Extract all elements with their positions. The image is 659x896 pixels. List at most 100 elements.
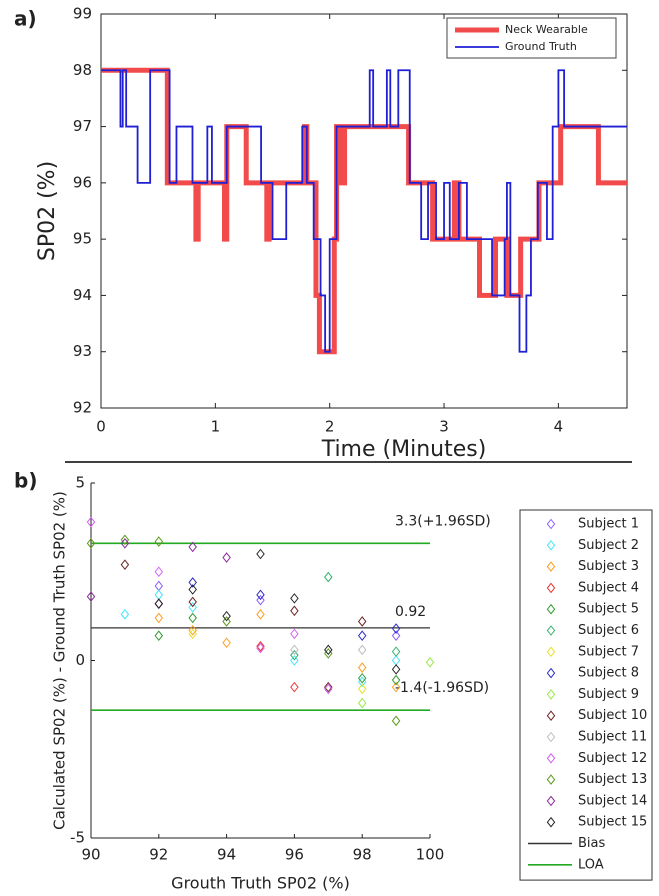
data-point	[357, 616, 367, 627]
data-point	[290, 628, 299, 640]
y-tick-label: 96	[73, 173, 92, 191]
data-point	[391, 681, 401, 693]
data-point	[188, 596, 197, 608]
legend-marker	[546, 752, 556, 764]
data-point	[154, 589, 164, 601]
data-point	[154, 536, 164, 547]
data-point	[324, 644, 333, 656]
legend-label: Subject 5	[578, 602, 639, 617]
y-tick-label: 92	[73, 399, 92, 417]
y-tick-label: 5	[75, 474, 85, 492]
x-tick-label: 94	[217, 846, 236, 864]
y-tick-label: 0	[75, 651, 85, 669]
y-tick-label: -5	[70, 829, 85, 847]
data-point	[357, 644, 367, 656]
x-axis-label: Grouth Truth SP02 (%)	[171, 874, 350, 893]
data-point	[290, 655, 299, 666]
data-point	[188, 541, 197, 553]
x-tick-label: 1	[211, 418, 221, 436]
data-point	[425, 656, 435, 668]
legend-label: Subject 2	[578, 538, 639, 553]
data-point	[324, 683, 333, 695]
data-point	[120, 534, 130, 546]
legend-marker	[546, 603, 556, 615]
legend-label: Subject 10	[578, 708, 647, 723]
data-point	[256, 548, 265, 560]
data-point	[290, 681, 299, 693]
legend-marker	[546, 625, 556, 636]
legend-label: Subject 14	[578, 793, 647, 808]
legend-marker	[546, 774, 556, 785]
legend-label: Subject 12	[578, 751, 647, 766]
x-tick-label: 100	[416, 846, 445, 864]
legend-label: Subject 8	[578, 666, 639, 681]
legend-marker	[546, 731, 556, 743]
data-point	[120, 538, 130, 549]
y-tick-label: 98	[73, 61, 92, 79]
y-tick-label: 94	[73, 286, 92, 304]
y-tick-label: 99	[73, 5, 92, 23]
legend-label: Subject 4	[578, 580, 639, 595]
x-tick-label: 96	[285, 846, 304, 864]
legend-marker	[546, 646, 556, 658]
plot-area	[100, 13, 628, 409]
data-point	[391, 623, 401, 634]
legend-marker	[546, 795, 556, 807]
data-point	[188, 625, 197, 636]
x-tick-label: 3	[439, 418, 449, 436]
legend-marker	[546, 816, 556, 828]
data-point	[324, 681, 333, 693]
data-point	[357, 630, 367, 641]
data-point	[188, 628, 197, 640]
data-point	[154, 566, 164, 578]
legend-label: Subject 11	[578, 730, 647, 745]
legend-marker	[546, 667, 556, 679]
loa-annotation: -1.4(-1.96SD)	[395, 680, 489, 696]
y-tick-label: 95	[73, 230, 92, 248]
data-point	[188, 577, 197, 588]
data-point	[222, 616, 231, 627]
data-point	[290, 593, 299, 604]
x-axis-label: Time (Minutes)	[321, 437, 487, 462]
panel-label: b)	[14, 469, 37, 493]
data-point	[86, 516, 96, 528]
data-point	[86, 591, 96, 602]
legend-label: LOA	[578, 857, 604, 872]
legend-box	[519, 509, 653, 881]
data-point	[188, 601, 197, 613]
legend-marker	[546, 561, 556, 572]
step-line	[101, 69, 627, 353]
x-tick-label: 0	[96, 418, 106, 436]
data-point	[222, 552, 231, 563]
legend-marker	[546, 539, 556, 551]
data-point	[154, 580, 164, 592]
legend-marker	[546, 689, 556, 700]
y-tick-label: 97	[73, 117, 92, 135]
data-point	[154, 598, 164, 610]
data-point	[324, 571, 333, 583]
data-point	[391, 655, 401, 666]
panel-label: a)	[14, 7, 37, 31]
legend-label: Subject 9	[578, 687, 639, 702]
data-point	[256, 640, 265, 652]
data-point	[290, 605, 299, 617]
legend-label: Subject 6	[578, 623, 639, 638]
data-point	[120, 609, 130, 620]
bias-annotation: 0.92	[395, 604, 426, 620]
data-point	[391, 646, 401, 657]
data-point	[154, 598, 164, 610]
data-point	[86, 538, 96, 549]
data-point	[357, 697, 367, 709]
y-tick-label: 93	[73, 342, 92, 360]
x-tick-label: 2	[325, 418, 335, 436]
legend-label: Bias	[578, 836, 605, 851]
x-tick-label: 4	[554, 418, 564, 436]
legend-label: Subject 7	[578, 644, 639, 659]
data-point	[188, 612, 197, 624]
data-point	[357, 683, 367, 695]
legend-label: Ground Truth	[505, 40, 577, 53]
legend-label: Neck Wearable	[505, 23, 588, 36]
data-point	[154, 630, 164, 641]
x-tick-label: 92	[149, 846, 168, 864]
